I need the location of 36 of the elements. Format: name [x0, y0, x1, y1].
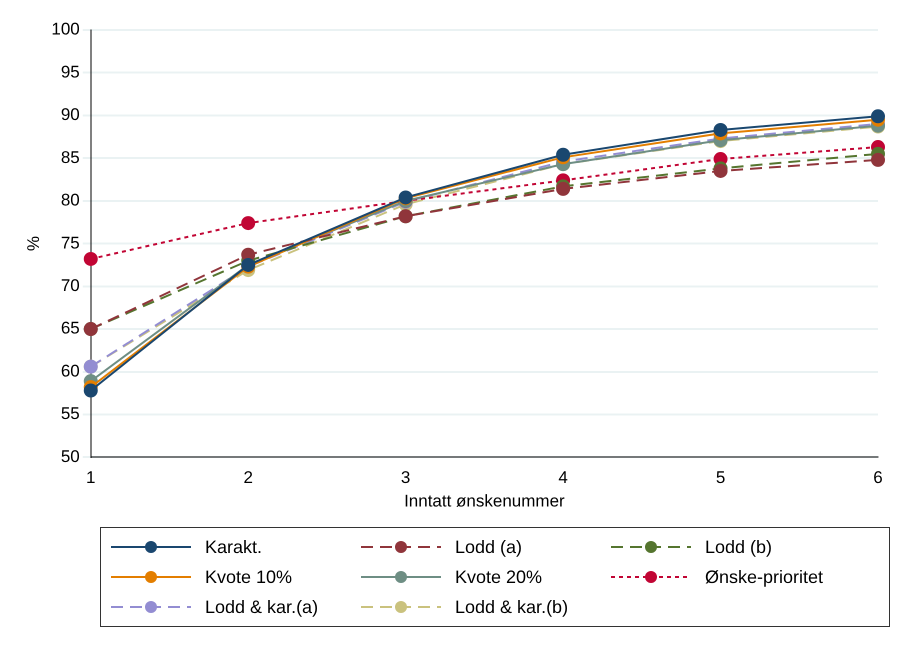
- legend-label: Lodd & kar.(b): [455, 596, 568, 618]
- x-axis-title: Inntatt ønskenummer: [404, 491, 566, 510]
- point: [84, 384, 98, 398]
- y-tick-label: 90: [60, 105, 80, 124]
- y-tick-label: 75: [60, 233, 80, 252]
- y-tick-label: 50: [60, 446, 80, 466]
- y-tick-label: 80: [60, 190, 80, 210]
- point: [241, 216, 256, 230]
- legend-label: Lodd & kar.(a): [205, 596, 318, 618]
- x-tick-label: 2: [243, 468, 253, 488]
- legend-label: Ønske-prioritet: [705, 566, 824, 588]
- y-tick-label: 100: [51, 20, 80, 39]
- x-tick-label: 1: [86, 468, 96, 488]
- x-tick-label: 6: [873, 468, 883, 488]
- y-axis-title: %: [24, 236, 43, 252]
- point: [714, 122, 728, 137]
- x-tick-label: 5: [716, 468, 726, 488]
- legend-label: Lodd (b): [705, 536, 772, 558]
- point: [714, 164, 728, 178]
- x-tick-label: 4: [558, 468, 568, 488]
- legend-label: Karakt.: [205, 536, 262, 558]
- legend-label: Kvote 10%: [205, 566, 292, 588]
- point: [556, 148, 570, 162]
- y-tick-label: 55: [60, 404, 80, 424]
- point: [556, 182, 570, 196]
- y-tick-label: 95: [60, 62, 80, 82]
- legend-label: Kvote 20%: [455, 566, 542, 588]
- point: [871, 152, 885, 167]
- point: [871, 109, 885, 124]
- point: [84, 252, 98, 266]
- y-tick-label: 70: [60, 276, 80, 296]
- y-tick-label: 65: [60, 318, 80, 338]
- y-tick-label: 85: [60, 148, 80, 167]
- x-tick-label: 3: [400, 468, 410, 488]
- legend-label: Lodd (a): [455, 536, 522, 558]
- y-tick-label: 60: [60, 361, 80, 380]
